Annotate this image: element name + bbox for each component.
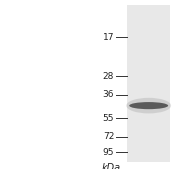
Ellipse shape: [129, 102, 168, 109]
Bar: [127, 5, 170, 162]
Text: 95: 95: [103, 148, 114, 157]
Text: 55: 55: [103, 114, 114, 123]
Text: 17: 17: [103, 33, 114, 42]
Text: 28: 28: [103, 71, 114, 81]
Text: kDa: kDa: [102, 163, 121, 169]
Text: 72: 72: [103, 132, 114, 141]
Ellipse shape: [126, 98, 171, 113]
Text: 36: 36: [103, 90, 114, 99]
